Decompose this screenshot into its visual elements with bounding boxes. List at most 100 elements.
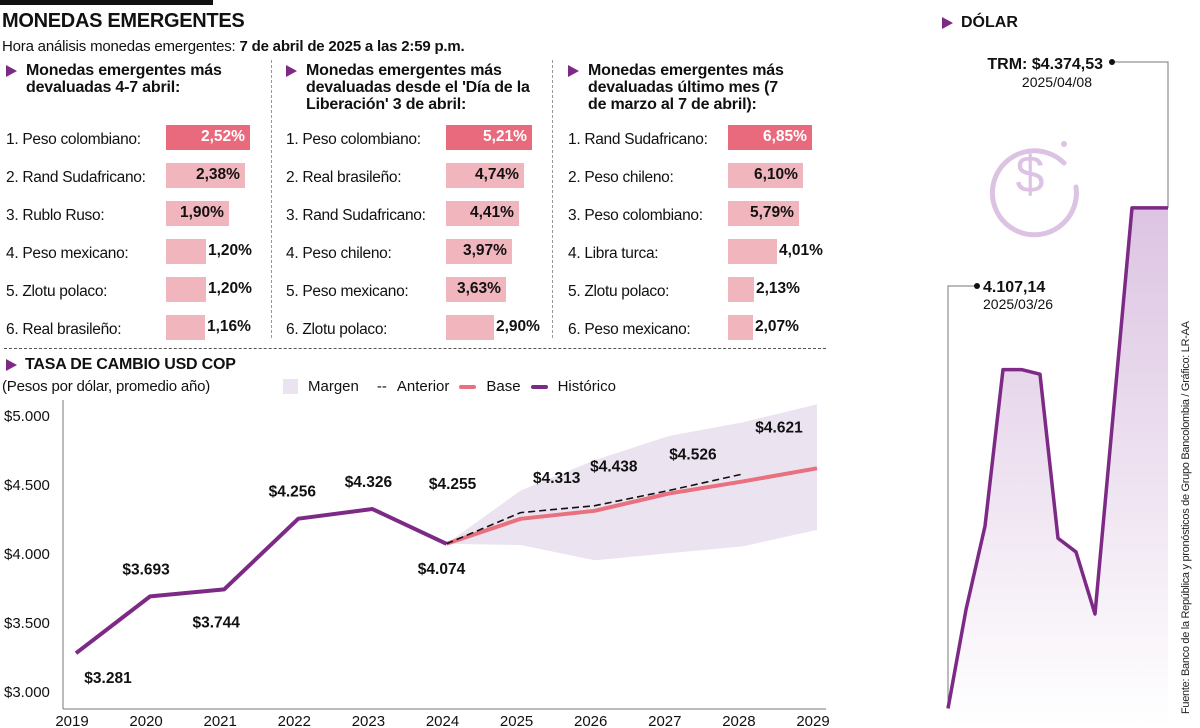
legend-label-anterior: Anterior	[396, 378, 450, 395]
low-marker	[974, 283, 980, 289]
ranking-label: 6. Real brasileño:	[6, 321, 122, 338]
legend-swatch-margin	[283, 379, 298, 394]
ranking-label: 3. Peso colombiano:	[568, 207, 703, 224]
ranking-label: 5. Zlotu polaco:	[568, 283, 670, 300]
ranking-column-1: Monedas emergentes más devaluadas 4-7 ab…	[6, 62, 271, 342]
ranking-bar	[446, 277, 506, 302]
ranking-value: 6,85%	[763, 128, 807, 145]
x-tick-label: 2026	[574, 713, 607, 728]
ranking-value: 4,41%	[470, 204, 514, 221]
legend-swatch-historico	[530, 384, 548, 389]
analysis-time-value: 7 de abril de 2025 a las 2:59 p.m.	[239, 38, 465, 55]
ranking-bar	[446, 315, 494, 340]
data-label: $3.281	[84, 670, 132, 687]
ranking-value: 4,01%	[779, 242, 823, 259]
ranking-value: 3,97%	[463, 242, 507, 259]
data-label: $4.256	[269, 484, 317, 501]
ranking-row: 4. Libra turca: 4,01%	[568, 239, 838, 277]
ranking-value: 3,63%	[457, 280, 501, 297]
ranking-value: 6,10%	[754, 166, 798, 183]
ranking-bar	[728, 315, 753, 340]
dollar-area	[948, 207, 1168, 726]
x-tick-label: 2019	[55, 713, 88, 728]
page-title: MONEDAS EMERGENTES	[2, 10, 245, 32]
triangle-bullet-icon	[6, 358, 17, 371]
ranking-bar	[166, 277, 206, 302]
dollar-circle-icon-dot	[1061, 141, 1067, 147]
trm-marker	[1109, 59, 1115, 65]
x-tick-label: 2020	[129, 713, 162, 728]
x-tick-label: 2023	[352, 713, 385, 728]
section-divider	[4, 348, 826, 349]
legend-label-base: Base	[486, 378, 521, 395]
triangle-bullet-icon	[6, 65, 17, 77]
ranking-row: 1. Peso colombiano: 2,52%	[6, 125, 276, 163]
ranking-row: 5. Peso mexicano: 3,63%	[286, 277, 556, 315]
legend-swatch-anterior: --	[376, 378, 387, 395]
data-label: $4.326	[345, 474, 393, 491]
ranking-value: 2,90%	[496, 318, 540, 335]
series-historico	[74, 507, 448, 655]
ranking-bar	[446, 163, 524, 188]
ranking-value: 1,20%	[208, 242, 252, 259]
low-value-label: 4.107,14	[983, 279, 1045, 296]
triangle-bullet-icon	[568, 65, 579, 77]
analysis-time-prefix: Hora análisis monedas emergentes:	[2, 38, 236, 55]
ranking-row: 6. Peso mexicano: 2,07%	[568, 315, 838, 353]
ranking-value: 2,07%	[755, 318, 799, 335]
ranking-label: 5. Zlotu polaco:	[6, 283, 108, 300]
ranking-label: 4. Peso chileno:	[286, 245, 392, 262]
ranking-bar	[728, 201, 799, 226]
ranking-row: 6. Real brasileño: 1,16%	[6, 315, 276, 353]
ranking-column-2: Monedas emergentes más devaluadas desde …	[286, 62, 551, 342]
ranking-row: 6. Zlotu polaco: 2,90%	[286, 315, 556, 353]
ranking-row: 2. Real brasileño: 4,74%	[286, 163, 556, 201]
data-label: $4.255	[429, 476, 477, 493]
y-tick-label: $5.000	[4, 408, 50, 425]
trm-leader-line	[1112, 61, 1169, 208]
trm-value-label: TRM: $4.374,53	[987, 56, 1103, 73]
margin-band	[446, 404, 817, 561]
legend-label-margin: Margen	[308, 378, 359, 395]
ranking-bar	[728, 239, 777, 264]
ranking-bar	[446, 201, 519, 226]
ranking-value: 5,21%	[483, 128, 527, 145]
data-label: $4.621	[755, 419, 803, 436]
x-tick-label: 2025	[500, 713, 533, 728]
ranking-bar	[728, 125, 812, 150]
ranking-bar	[166, 239, 206, 264]
ranking-label: 1. Peso colombiano:	[286, 131, 421, 148]
low-leader-line	[947, 285, 976, 709]
ranking-label: 1. Peso colombiano:	[6, 131, 141, 148]
ranking-label: 2. Peso chileno:	[568, 169, 674, 186]
triangle-bullet-icon	[942, 16, 953, 29]
y-tick-label: $3.500	[4, 615, 50, 632]
chart-subtitle: (Pesos por dólar, promedio año)	[2, 378, 211, 395]
ranking-row: 5. Zlotu polaco: 2,13%	[568, 277, 838, 315]
legend-swatch-base	[459, 384, 477, 389]
ranking-label: 5. Peso mexicano:	[286, 283, 409, 300]
ranking-label: 1. Rand Sudafricano:	[568, 131, 708, 148]
data-label: $4.526	[669, 446, 717, 463]
dollar-sign-icon: $	[1016, 146, 1045, 204]
ranking-row: 3. Peso colombiano: 5,79%	[568, 201, 838, 239]
ranking-bar	[166, 163, 245, 188]
ranking-value: 1,20%	[208, 280, 252, 297]
y-tick-label: $4.000	[4, 546, 50, 563]
ranking-bar	[446, 239, 512, 264]
ranking-value: 1,90%	[180, 204, 224, 221]
ranking-label: 3. Rand Sudafricano:	[286, 207, 426, 224]
x-tick-label: 2027	[648, 713, 681, 728]
ranking-label: 6. Zlotu polaco:	[286, 321, 388, 338]
ranking-bar	[166, 125, 250, 150]
ranking-row: 2. Peso chileno: 6,10%	[568, 163, 838, 201]
ranking-label: 2. Rand Sudafricano:	[6, 169, 146, 186]
data-label: $3.693	[122, 561, 170, 578]
analysis-time: Hora análisis monedas emergentes: 7 de a…	[2, 38, 465, 55]
trm-date-label: 2025/04/08	[1022, 74, 1092, 90]
x-tick-label: 2029	[796, 713, 829, 728]
ranking-row: 1. Peso colombiano: 5,21%	[286, 125, 556, 163]
ranking-value: 2,52%	[201, 128, 245, 145]
chart-legend: Margen -- Anterior Base Histórico	[283, 378, 616, 395]
